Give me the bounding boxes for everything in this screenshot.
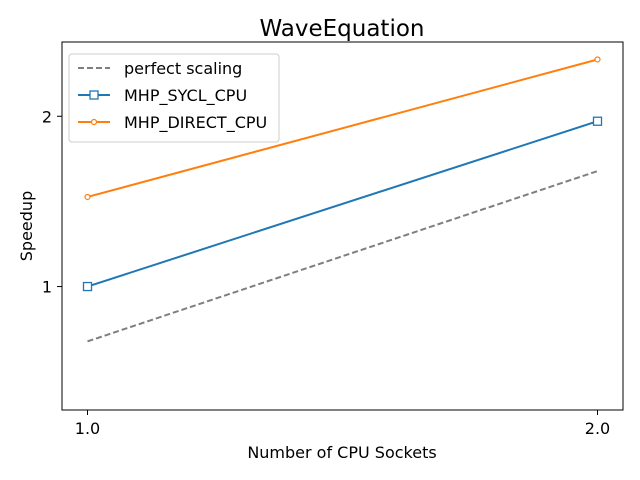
legend-marker-mhp-direct-cpu (90, 118, 98, 126)
data-point-mhp-sycl-cpu-0 (82, 281, 93, 292)
legend: perfect scaling MHP_SYCL_CPU MHP_DIRECT_… (68, 53, 280, 143)
y-tick-label: 1 (42, 278, 52, 297)
series-line-mhp-direct-cpu (87, 58, 598, 198)
x-axis: 1.0 2.0 (75, 410, 610, 438)
data-point-mhp-direct-cpu-1 (594, 56, 601, 63)
legend-label-perfect-scaling: perfect scaling (124, 59, 242, 78)
legend-box (68, 53, 280, 143)
x-axis-label: Number of CPU Sockets (247, 443, 436, 462)
x-tick-label: 2.0 (585, 419, 610, 438)
data-point-mhp-direct-cpu-0 (84, 193, 91, 201)
plot-area (82, 56, 603, 343)
legend-label-mhp-direct-cpu: MHP_DIRECT_CPU (124, 113, 267, 133)
legend-label-mhp-sycl-cpu: MHP_SYCL_CPU (124, 86, 247, 106)
data-point-mhp-sycl-cpu-1 (592, 116, 603, 126)
legend-marker-mhp-sycl-cpu (89, 90, 99, 100)
y-axis-label: Speedup (17, 191, 36, 261)
y-axis: 12 (42, 107, 62, 297)
y-tick-label: 2 (42, 107, 52, 126)
x-tick-label: 1.0 (75, 419, 100, 438)
series-line-mhp-sycl-cpu (87, 120, 598, 288)
chart-title: WaveEquation (260, 16, 425, 42)
plot-frame (61, 41, 624, 411)
